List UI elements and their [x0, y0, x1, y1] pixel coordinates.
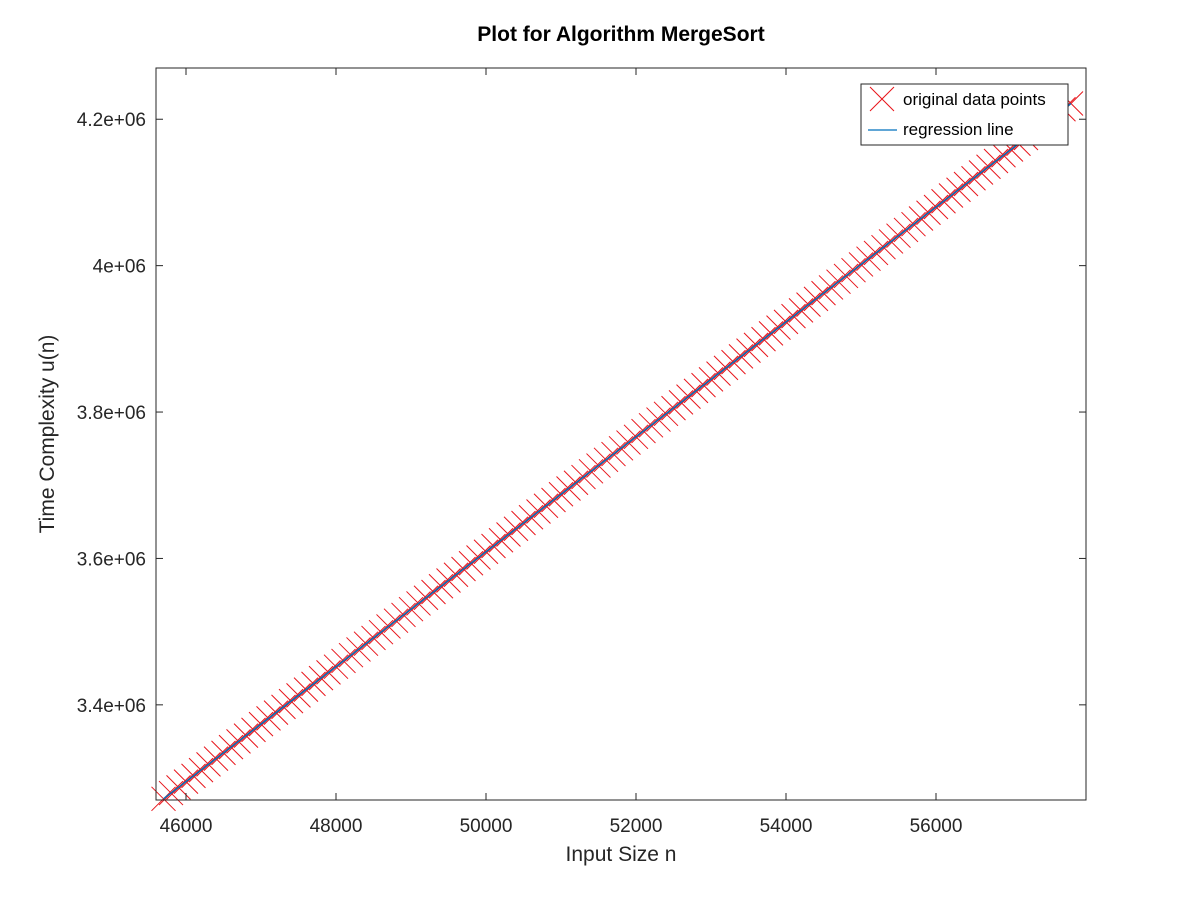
legend-marker-data-points: [869, 86, 895, 112]
y-tick-label: 4e+06: [93, 257, 146, 278]
x-axis: 46000 48000 50000 52000 54000 56000: [160, 68, 963, 837]
chart-title: Plot for Algorithm MergeSort: [477, 23, 764, 46]
x-tick-label: 50000: [460, 816, 513, 837]
plot-area: [151, 91, 1084, 812]
y-tick-label: 4.2e+06: [77, 110, 146, 131]
x-axis-label: Input Size n: [566, 843, 677, 866]
y-axis: 3.4e+06 3.6e+06 3.8e+06 4e+06 4.2e+06: [77, 110, 1086, 717]
y-axis-label: Time Complexity u(n): [36, 335, 59, 534]
legend-label-regression: regression line: [903, 120, 1014, 139]
x-tick-label: 54000: [760, 816, 813, 837]
axes-box: [155, 67, 1087, 801]
x-tick-label: 46000: [160, 816, 213, 837]
regression-line: [163, 102, 1072, 800]
y-tick-label: 3.4e+06: [77, 696, 146, 717]
y-tick-label: 3.6e+06: [77, 549, 146, 570]
x-tick-label: 48000: [310, 816, 363, 837]
legend-box: [860, 83, 1069, 146]
x-tick-label: 52000: [610, 816, 663, 837]
legend-label-data-points: original data points: [903, 90, 1046, 109]
legend: original data points regression line: [860, 83, 1069, 146]
y-tick-label: 3.8e+06: [77, 403, 146, 424]
x-tick-label: 56000: [910, 816, 963, 837]
